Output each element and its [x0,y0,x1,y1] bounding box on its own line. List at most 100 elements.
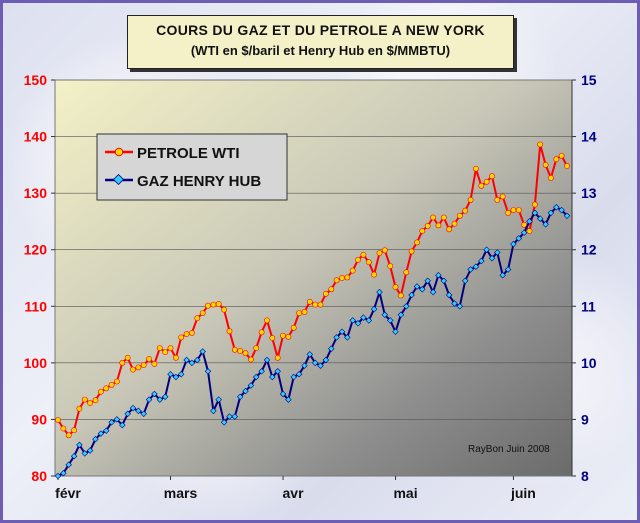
data-point-wti [424,223,431,229]
right-tick-label: 10 [581,355,597,371]
data-point-gas [456,303,464,310]
data-point-gas [531,209,539,217]
data-point-gas [429,288,437,296]
data-point-wti [451,220,458,227]
data-point-wti [65,432,72,439]
data-point-wti [435,222,442,229]
data-point-gas [258,368,265,375]
left-axis: 80 90 100 110 120 130 140 150 [24,72,55,484]
data-point-wti [156,345,163,351]
data-point-wti [231,346,238,353]
data-point-gas [285,396,292,403]
left-tick-label: 130 [24,185,48,201]
data-point-gas [177,370,185,378]
data-point-wti [537,141,544,148]
data-point-wti [387,263,394,269]
data-point-gas [328,345,335,352]
data-point-wti [371,271,377,278]
data-point-gas [461,277,469,285]
data-point-gas [76,441,83,449]
x-axis: févr mars avr mai juin [55,476,536,501]
data-point-wti [472,165,479,172]
data-point-wti [542,161,549,168]
data-point-gas [113,416,121,423]
data-point-gas [220,419,228,426]
right-axis: 8 9 10 11 12 13 14 15 [571,72,597,484]
data-point-gas [338,328,346,335]
data-point-gas [451,300,458,307]
data-point-wti [258,329,265,336]
data-point-gas [504,266,512,273]
data-point-wti [360,251,367,258]
data-point-wti [188,329,195,336]
data-point-wti [205,302,211,309]
data-point-wti [119,359,126,366]
data-point-wti [60,425,67,432]
data-point-gas [386,317,394,324]
data-point-gas [194,356,201,364]
data-point-gas [354,320,362,327]
data-point-gas [65,461,72,468]
data-point-wti [446,226,452,233]
data-point-gas [108,419,115,426]
data-point-gas [295,370,303,378]
data-point-wti [376,250,383,256]
data-point-wti [162,349,169,355]
data-point-wti [55,417,61,423]
legend-label-gas: GAZ HENRY HUB [137,173,261,190]
data-point-gas [156,396,164,403]
data-point-gas [97,430,105,437]
data-point-wti [210,301,217,308]
data-point-gas [467,266,474,273]
legend-marker-gas [112,173,125,186]
data-point-wti [483,178,490,185]
chart-title: COURS DU GAZ ET DU PETROLE A NEW YORK [156,22,485,38]
data-point-wti [130,366,136,373]
data-point-gas [301,362,308,369]
data-point-wti [71,427,77,434]
data-point-wti [215,301,222,307]
data-point-wti [564,163,570,169]
data-point-wti [98,388,104,395]
data-point-gas [188,359,196,367]
data-point-gas [247,382,255,389]
data-point-gas [392,328,399,335]
data-point-gas [210,407,217,415]
data-point-wti [301,308,308,315]
data-point-wti [92,397,99,404]
data-point-gas [204,368,212,375]
data-point-gas [558,206,565,214]
series-group [54,141,571,480]
data-point-gas [124,410,131,418]
data-point-gas [215,396,222,403]
data-point-wti [381,247,388,254]
data-point-gas [435,271,442,279]
data-point-gas [349,317,356,324]
data-point-wti [553,156,560,163]
data-point-gas [145,396,153,403]
data-point-wti [478,182,485,189]
data-point-wti [194,315,201,322]
data-point-wti [558,152,565,159]
data-point-gas [172,373,180,381]
data-point-wti [124,354,131,361]
data-point-gas [81,450,89,457]
data-point-wti [237,348,244,354]
data-point-wti [242,350,249,357]
data-point-wti [355,256,361,263]
data-point-wti [285,333,292,340]
data-point-wti [510,207,517,213]
data-point-gas [344,334,351,341]
data-point-wti [140,362,147,368]
x-tick-label: mars [164,485,198,501]
data-point-gas [445,291,453,299]
data-point-gas [333,334,340,341]
right-tick-label: 13 [581,185,597,201]
data-point-gas [54,472,62,480]
data-point-wti [167,345,174,351]
data-point-gas [472,263,480,270]
data-point-gas [92,435,99,443]
data-point-gas [119,421,126,429]
legend-marker-wti [114,147,124,157]
data-point-wti [505,209,511,216]
